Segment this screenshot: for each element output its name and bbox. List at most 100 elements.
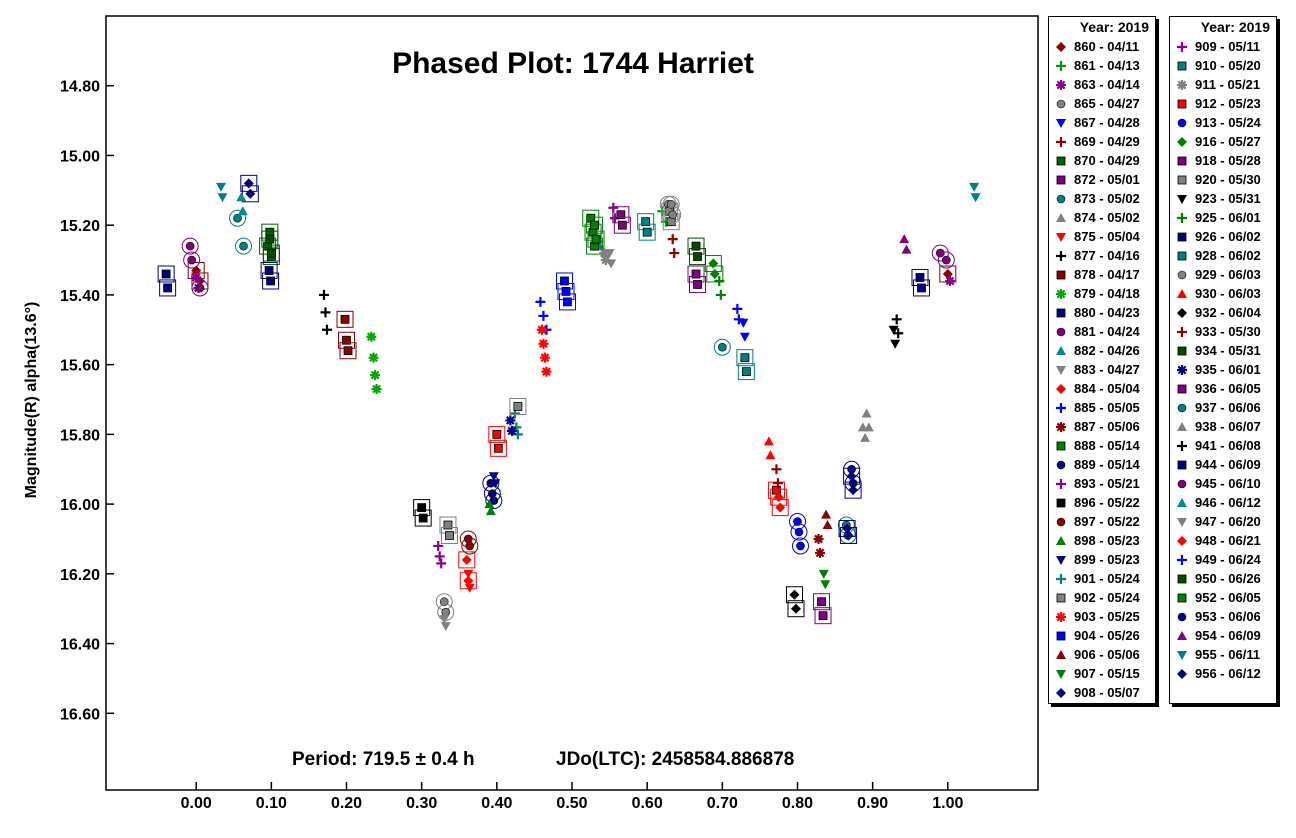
period-annotation: Period: 719.5 ± 0.4 h xyxy=(292,749,475,770)
legend-marker xyxy=(1056,156,1066,166)
data-point-marker xyxy=(591,234,601,244)
data-point-marker xyxy=(417,503,427,512)
legend-entry: 897 - 05/22 xyxy=(1049,512,1155,531)
data-point-marker xyxy=(318,289,329,300)
data-point-marker xyxy=(604,249,615,259)
data-point xyxy=(970,193,981,203)
data-point xyxy=(484,499,495,509)
legend-entry: 952 - 06/05 xyxy=(1170,588,1276,607)
legend-marker xyxy=(1056,366,1066,375)
data-point-marker xyxy=(320,307,331,318)
legend-entry: 872 - 05/01 xyxy=(1049,170,1155,189)
y-tick-label: 16.40 xyxy=(60,637,100,654)
legend-label: 887 - 05/06 xyxy=(1074,419,1140,434)
data-point-marker xyxy=(185,241,195,251)
y-tick-label: 16.00 xyxy=(60,497,100,514)
data-point-marker xyxy=(245,188,256,199)
legend-marker xyxy=(1056,327,1066,337)
legend-marker xyxy=(1177,195,1187,204)
data-point xyxy=(366,331,377,342)
data-point-marker xyxy=(668,210,678,220)
data-point xyxy=(787,600,805,618)
legend-entry: 867 - 04/28 xyxy=(1049,113,1155,132)
legend-label: 950 - 06/26 xyxy=(1195,571,1261,586)
legend-label: 902 - 05/24 xyxy=(1074,590,1140,605)
data-point-marker xyxy=(606,259,617,269)
legend-marker-icon xyxy=(1056,289,1066,299)
data-point-marker xyxy=(463,569,474,579)
legend-entry: 913 - 05/24 xyxy=(1170,113,1276,132)
legend-entry: 949 - 06/24 xyxy=(1170,550,1276,569)
legend-marker xyxy=(1177,555,1187,565)
legend-marker-icon xyxy=(1177,80,1187,90)
legend-marker xyxy=(1177,498,1187,507)
legend-entry: 885 - 05/05 xyxy=(1049,398,1155,417)
data-point-marker xyxy=(860,432,871,442)
legend-entry: 893 - 05/21 xyxy=(1049,474,1155,493)
data-point xyxy=(538,310,549,321)
data-point-marker xyxy=(492,429,502,439)
data-point-marker xyxy=(667,234,678,245)
data-point-marker xyxy=(815,547,826,558)
data-point-marker xyxy=(434,551,445,562)
data-point xyxy=(733,314,744,325)
legend-marker-icon xyxy=(1177,213,1187,223)
legend-marker-icon xyxy=(1177,498,1187,507)
legend-marker xyxy=(1056,517,1066,527)
x-tick-label: 0.70 xyxy=(707,795,738,812)
legend-marker xyxy=(1056,422,1066,432)
data-point-marker xyxy=(848,478,858,488)
data-point-marker xyxy=(239,241,248,251)
legend-label: 956 - 06/12 xyxy=(1195,666,1261,681)
legend-marker-icon xyxy=(1177,99,1187,109)
data-point xyxy=(772,478,783,489)
legend-marker-icon xyxy=(1056,670,1066,679)
data-point xyxy=(262,244,280,262)
legend-entry: 937 - 06/06 xyxy=(1170,398,1276,417)
legend-marker xyxy=(1056,308,1066,318)
legend-label: 920 - 05/30 xyxy=(1195,172,1261,187)
y-tick-label: 14.80 xyxy=(60,79,100,96)
data-point xyxy=(371,384,382,395)
legend-marker-icon xyxy=(1177,232,1187,242)
data-point-marker xyxy=(513,402,523,411)
data-point xyxy=(183,251,201,269)
legend-marker xyxy=(1177,384,1187,394)
x-tick-label: 0.90 xyxy=(857,795,888,812)
legend-entry: 944 - 06/09 xyxy=(1170,455,1276,474)
legend-marker-icon xyxy=(1056,574,1066,584)
data-point xyxy=(844,474,862,492)
data-point xyxy=(606,259,617,269)
legend-marker-icon xyxy=(1177,479,1187,489)
legend-label: 933 - 05/30 xyxy=(1195,324,1261,339)
legend-marker xyxy=(1177,651,1187,660)
legend-entry: 938 - 06/07 xyxy=(1170,417,1276,436)
legend-label: 906 - 05/06 xyxy=(1074,647,1140,662)
data-point-marker xyxy=(321,324,332,335)
data-point xyxy=(638,223,656,241)
data-point xyxy=(261,230,279,248)
legend-entry: 954 - 06/09 xyxy=(1170,626,1276,645)
data-point-marker xyxy=(539,352,550,363)
data-point-marker xyxy=(366,331,377,342)
legend-marker xyxy=(1177,213,1187,223)
data-point xyxy=(937,251,955,269)
y-tick-label: 15.20 xyxy=(60,218,100,235)
data-point xyxy=(893,328,904,339)
legend-marker xyxy=(1056,270,1066,280)
data-point xyxy=(539,352,550,363)
legend-marker xyxy=(1056,42,1066,52)
data-point-marker xyxy=(561,287,571,296)
data-point xyxy=(489,439,507,457)
legend-marker-icon xyxy=(1056,61,1066,71)
data-point-marker xyxy=(461,554,472,565)
data-point-marker xyxy=(538,310,549,321)
data-point-marker xyxy=(739,332,750,342)
legend-marker-icon xyxy=(1056,422,1066,432)
legend-entry: 889 - 05/14 xyxy=(1049,455,1155,474)
data-point xyxy=(339,342,357,360)
data-point xyxy=(262,272,280,290)
data-point xyxy=(901,244,912,254)
legend-entry: 941 - 06/08 xyxy=(1170,436,1276,455)
data-point xyxy=(241,185,259,203)
